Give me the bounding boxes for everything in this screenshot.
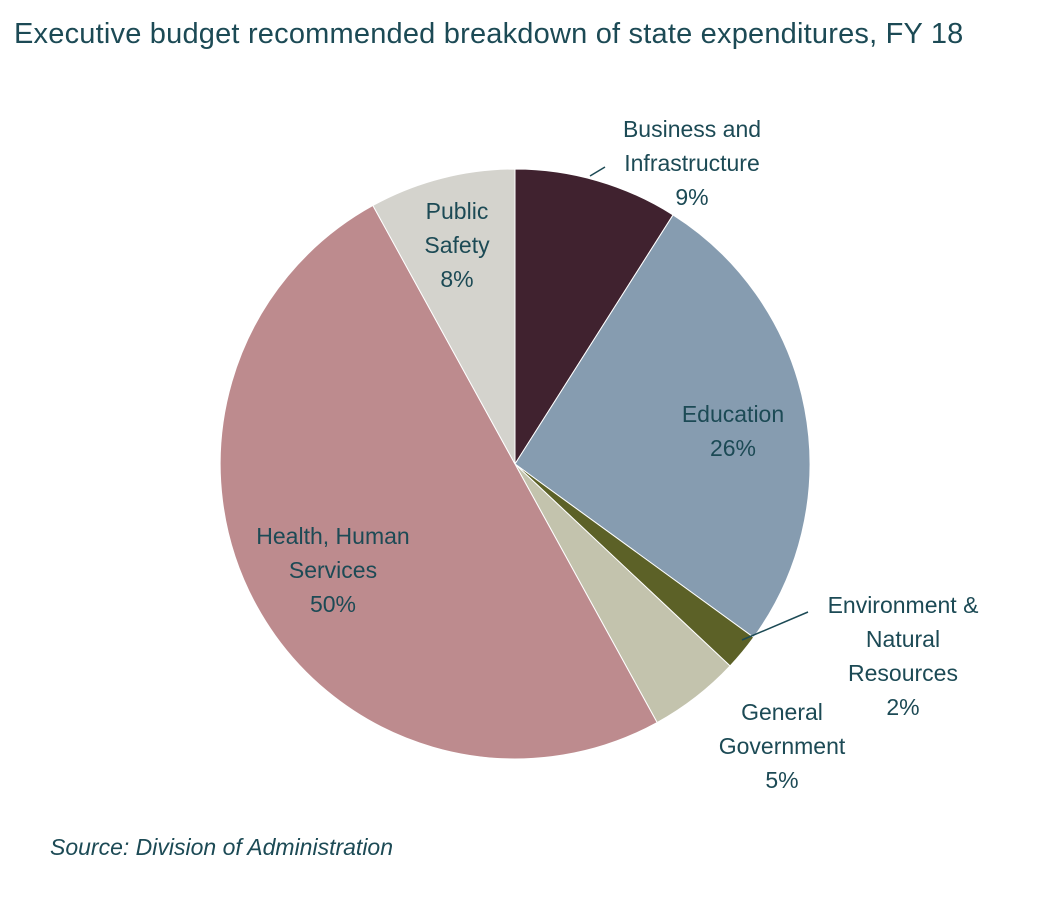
slice-label: Health, Human Services 50%	[256, 523, 409, 617]
slice-category-label: Safety	[424, 232, 490, 258]
slice-category-label: Business and	[623, 116, 761, 142]
slice-category-label: Public	[426, 198, 489, 224]
pie-slice	[514, 168, 674, 466]
slice-value-label: 50%	[310, 591, 356, 617]
slice-category-label: Services	[289, 557, 377, 583]
slice-category-label: Natural	[866, 626, 940, 652]
slice-category-label: Environment &	[828, 592, 979, 618]
slice-value-label: 2%	[886, 694, 919, 720]
slice-category-label: Health, Human	[256, 523, 409, 549]
slice-label: Business and Infrastructure 9%	[623, 116, 761, 210]
slice-category-label: Resources	[848, 660, 958, 686]
slice-category-label: Government	[719, 733, 846, 759]
pie-slice	[514, 214, 811, 639]
slice-value-label: 9%	[675, 184, 708, 210]
source-note: Source: Division of Administration	[50, 834, 394, 860]
slice-category-label: Education	[682, 401, 784, 427]
slice-label: Education 26%	[682, 401, 784, 461]
chart-title: Executive budget recommended breakdown o…	[14, 18, 964, 50]
slice-value-label: 26%	[710, 435, 756, 461]
leader-line	[741, 611, 809, 641]
pie-slice	[372, 168, 516, 465]
slice-value-label: 8%	[440, 266, 473, 292]
slice-value-label: 5%	[765, 767, 798, 793]
slice-category-label: Infrastructure	[624, 150, 760, 176]
slice-category-label: General	[741, 699, 823, 725]
slice-label: General Government 5%	[719, 699, 846, 793]
slice-label: Environment & Natural Resources 2%	[828, 592, 979, 720]
leader-line	[589, 166, 606, 177]
slice-label: Public Safety 8%	[424, 198, 490, 292]
pie-slice	[219, 204, 658, 760]
